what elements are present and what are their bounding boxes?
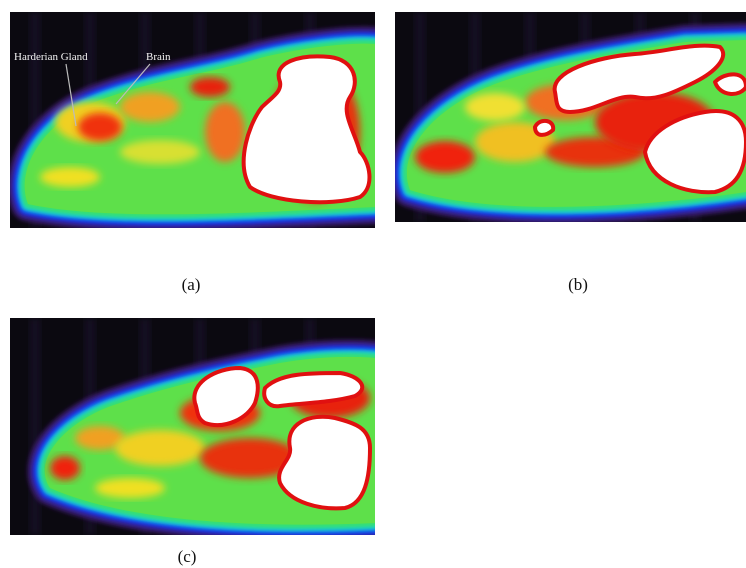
hot-spot [50, 456, 80, 480]
hot-spot [78, 113, 122, 141]
saturated-region [535, 121, 553, 135]
annotation: Brain [146, 51, 171, 63]
hot-spot [95, 478, 165, 498]
hot-spot [465, 93, 525, 121]
hot-spot [415, 141, 475, 173]
hot-spot [190, 77, 230, 97]
panel-b-image [395, 12, 746, 222]
panel-caption: (b) [568, 275, 588, 294]
hot-spot [120, 140, 200, 164]
panel-caption: (c) [178, 547, 197, 566]
panel-caption: (a) [182, 275, 201, 294]
saturated-region [279, 417, 370, 509]
hot-spot [205, 102, 245, 162]
panel-a-image [10, 12, 375, 228]
figure: Harderian Gland Brain (a) (b) (c) [0, 0, 746, 568]
saturated-region [715, 74, 746, 94]
hot-spot [40, 167, 100, 187]
panel-c-image [10, 318, 375, 535]
annotation: Harderian Gland [14, 51, 88, 63]
hot-spot [120, 92, 180, 122]
hot-spot [115, 430, 205, 466]
noise-streak [30, 318, 40, 535]
